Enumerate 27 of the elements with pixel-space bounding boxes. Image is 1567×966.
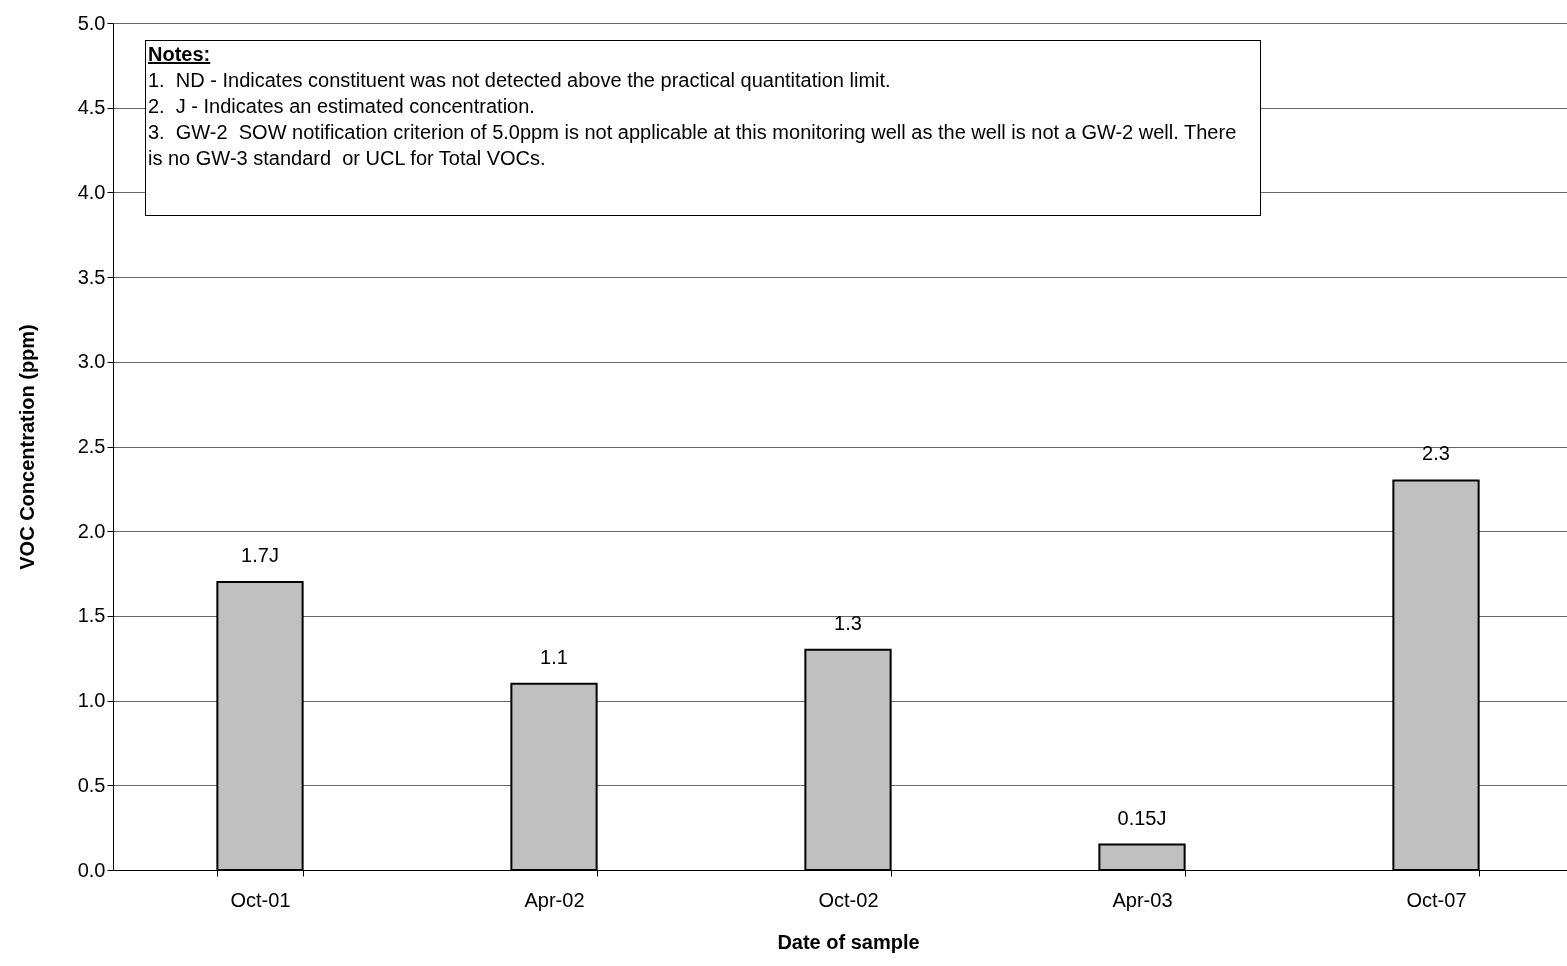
annotation: 3. GW-2 SOW notification criterion of 5.0ppm is not applicable at this monitoring well as the well is not a GW-2 well. There is no GW-3 standard or UCL for Total VOCs. — [148, 120, 1238, 171]
y-tick-label: 3.0 — [77, 350, 106, 373]
y-tick-label: 0.0 — [77, 858, 106, 881]
x-tick-label: Oct-02 — [818, 888, 879, 911]
x-tick-label: Oct-07 — [1406, 888, 1467, 911]
data-label: 2.3 — [1422, 442, 1450, 465]
annotation: Notes: — [148, 42, 212, 67]
x-axis-title: Date of sample — [777, 930, 920, 953]
annotation: 1. ND - Indicates constituent was not detected above the practical quantitation limit. — [148, 68, 892, 93]
y-tick-label: 4.5 — [77, 96, 106, 119]
y-axis-title: VOC Concentration (ppm) — [15, 324, 38, 570]
data-label: 1.3 — [834, 611, 862, 634]
y-tick-label: 5.0 — [77, 11, 106, 34]
x-tick-label: Oct-01 — [230, 888, 291, 911]
y-tick-label: 0.5 — [77, 773, 106, 796]
y-tick-label: 3.5 — [77, 265, 106, 288]
x-tick-label: Apr-03 — [1112, 888, 1173, 911]
data-label: 0.15J — [1117, 806, 1167, 829]
data-label: 1.7J — [241, 544, 279, 567]
y-tick-label: 4.0 — [77, 180, 106, 203]
y-tick-label: 1.5 — [77, 604, 106, 627]
annotation: 2. J - Indicates an estimated concentration. — [148, 94, 536, 119]
data-label: 1.1 — [540, 645, 568, 668]
y-tick-label: 2.5 — [77, 435, 106, 457]
y-tick-label: 2.0 — [77, 519, 106, 542]
x-tick-label: Apr-02 — [524, 888, 585, 911]
y-tick-label: 1.0 — [77, 689, 106, 712]
